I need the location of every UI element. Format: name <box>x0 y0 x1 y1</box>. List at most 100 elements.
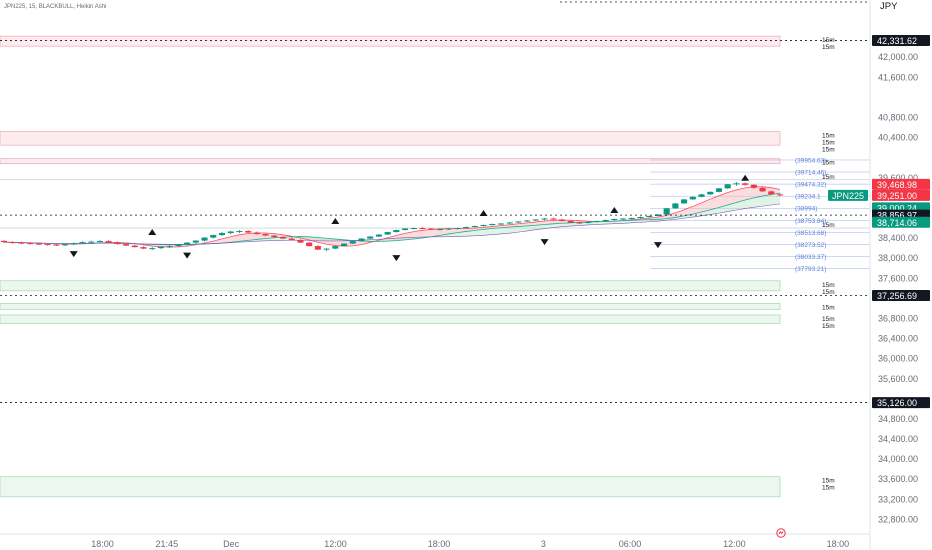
symbol-tag <box>828 189 868 201</box>
candle-body <box>340 243 348 247</box>
candle-body <box>393 230 400 233</box>
price-tick-label: 33,600.00 <box>878 474 918 484</box>
candle-body <box>558 219 566 222</box>
candle-body <box>637 216 644 218</box>
candle-body <box>9 242 16 244</box>
price-tick-label: 35,600.00 <box>878 374 918 384</box>
fib-label: (39474.32) <box>795 182 826 189</box>
candle-body <box>707 191 714 195</box>
candle-body <box>567 221 574 223</box>
time-tick-label: 06:00 <box>619 539 642 549</box>
candle-body <box>402 228 409 231</box>
time-tick-label: 21:45 <box>156 539 179 549</box>
candle-body <box>70 243 77 245</box>
price-tick-label: 34,000.00 <box>878 454 918 464</box>
candle-body <box>314 246 321 250</box>
supply-zone <box>0 158 781 165</box>
candle-body <box>88 241 95 243</box>
candle-body <box>210 235 217 238</box>
price-tick-label: 37,600.00 <box>878 273 918 283</box>
supply-zone-label: 15m <box>822 160 835 167</box>
candle-body <box>53 244 60 246</box>
up-arrow-icon <box>331 218 340 225</box>
candle-body <box>410 228 417 230</box>
supply-zone-label: 15m <box>822 140 835 147</box>
price-tick-label: 38,000.00 <box>878 253 918 263</box>
candle-body <box>227 231 234 234</box>
demand-zone <box>0 476 781 498</box>
fib-label: (39714.46) <box>795 170 826 177</box>
candle-body <box>61 244 69 246</box>
candle-body <box>724 184 731 189</box>
candle-body <box>742 183 749 185</box>
candle-body <box>698 194 705 197</box>
price-tick-label: 33,200.00 <box>878 494 918 504</box>
fib-label: (37793.21) <box>795 266 826 273</box>
candle-body <box>602 220 609 222</box>
demand-zone-label: 15m <box>822 289 835 296</box>
candle-body <box>218 233 226 236</box>
time-axis[interactable]: 18:00 21:45 Dec 12:00 18:00 3 06:00 12:00 18:00 <box>0 533 870 549</box>
price-tag <box>872 189 930 201</box>
price-axis[interactable]: 42,000.00 41,600.00 40,800.00 40,400.00 39,6… <box>869 0 918 550</box>
symbol-tag-label: JPN225 <box>832 191 864 201</box>
price-tick-label: 40,800.00 <box>878 113 918 123</box>
price-tag <box>872 397 930 409</box>
fib-label: (38513.68) <box>795 230 826 237</box>
price-tag-label: 39,000.24 <box>877 203 917 213</box>
candle-body <box>35 243 42 245</box>
candle-body <box>27 243 34 245</box>
candle-body <box>768 191 775 195</box>
price-tag <box>872 216 930 228</box>
candle-body <box>18 242 25 244</box>
candle-body <box>759 187 766 192</box>
signal-markers-layer <box>69 174 750 262</box>
up-arrow-icon <box>479 209 488 216</box>
currency-label[interactable]: JPY <box>880 1 898 12</box>
candle-body <box>375 234 382 237</box>
time-tick-label: Dec <box>223 539 240 549</box>
candle-body <box>506 222 513 224</box>
candle-body <box>585 222 592 224</box>
candle-body <box>297 240 304 243</box>
candle-body <box>79 242 86 244</box>
price-tick-label: 41,600.00 <box>878 72 918 82</box>
candle-body <box>96 241 103 243</box>
candle-body <box>497 223 505 225</box>
candle-body <box>419 228 426 230</box>
candle-body <box>306 242 313 247</box>
price-tick-label: 34,400.00 <box>878 434 918 444</box>
supply-zone <box>0 35 781 47</box>
time-tick-label: 18:00 <box>827 539 850 549</box>
candle-body <box>245 231 252 233</box>
demand-zone-label: 15m <box>822 304 835 311</box>
candle-body <box>776 194 784 196</box>
fast-band <box>4 186 780 248</box>
candle-body <box>201 237 208 241</box>
price-tag <box>872 35 930 47</box>
fib-label: (38753.84) <box>795 218 826 225</box>
candle-body <box>454 228 461 230</box>
time-tick-label: 18:00 <box>428 539 451 549</box>
candle-body <box>654 214 661 216</box>
price-tick-label: 42,000.00 <box>878 52 918 62</box>
candle-body <box>157 246 164 249</box>
candle-body <box>611 218 618 220</box>
candle-body <box>593 221 600 223</box>
candle-body <box>463 227 470 229</box>
time-tick-label: 18:00 <box>91 539 114 549</box>
fib-label: (39954.63) <box>795 157 826 164</box>
candle-body <box>288 238 295 241</box>
candle-body <box>44 244 51 246</box>
down-arrow-icon <box>183 252 192 259</box>
price-tick-label: 36,000.00 <box>878 354 918 364</box>
price-tag-label: 37,256.69 <box>877 291 917 301</box>
candle-body <box>489 224 496 226</box>
price-tick-label: 32,800.00 <box>878 514 918 524</box>
fib-label: (38033.37) <box>795 254 826 261</box>
candle-body <box>358 238 365 242</box>
candle-body <box>750 184 757 188</box>
supply-zone-label: 15m <box>822 44 835 51</box>
price-tag <box>872 290 930 302</box>
